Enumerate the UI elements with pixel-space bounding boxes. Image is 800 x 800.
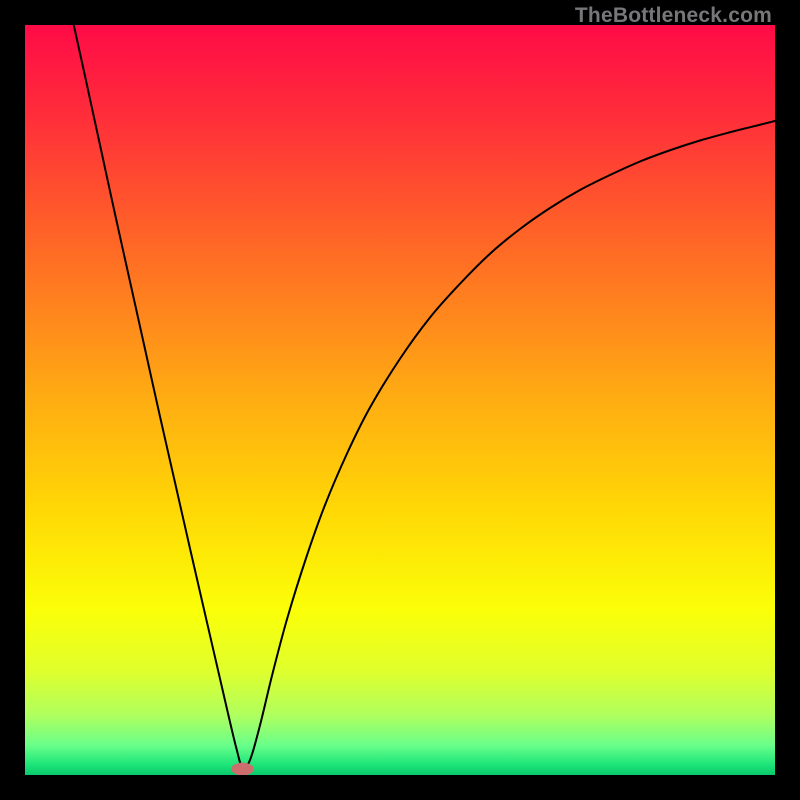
chart-container: TheBottleneck.com <box>0 0 800 800</box>
optimal-point-marker <box>231 763 254 775</box>
plot-background <box>25 25 775 775</box>
plot-area <box>25 25 775 775</box>
bottleneck-chart <box>25 25 775 775</box>
